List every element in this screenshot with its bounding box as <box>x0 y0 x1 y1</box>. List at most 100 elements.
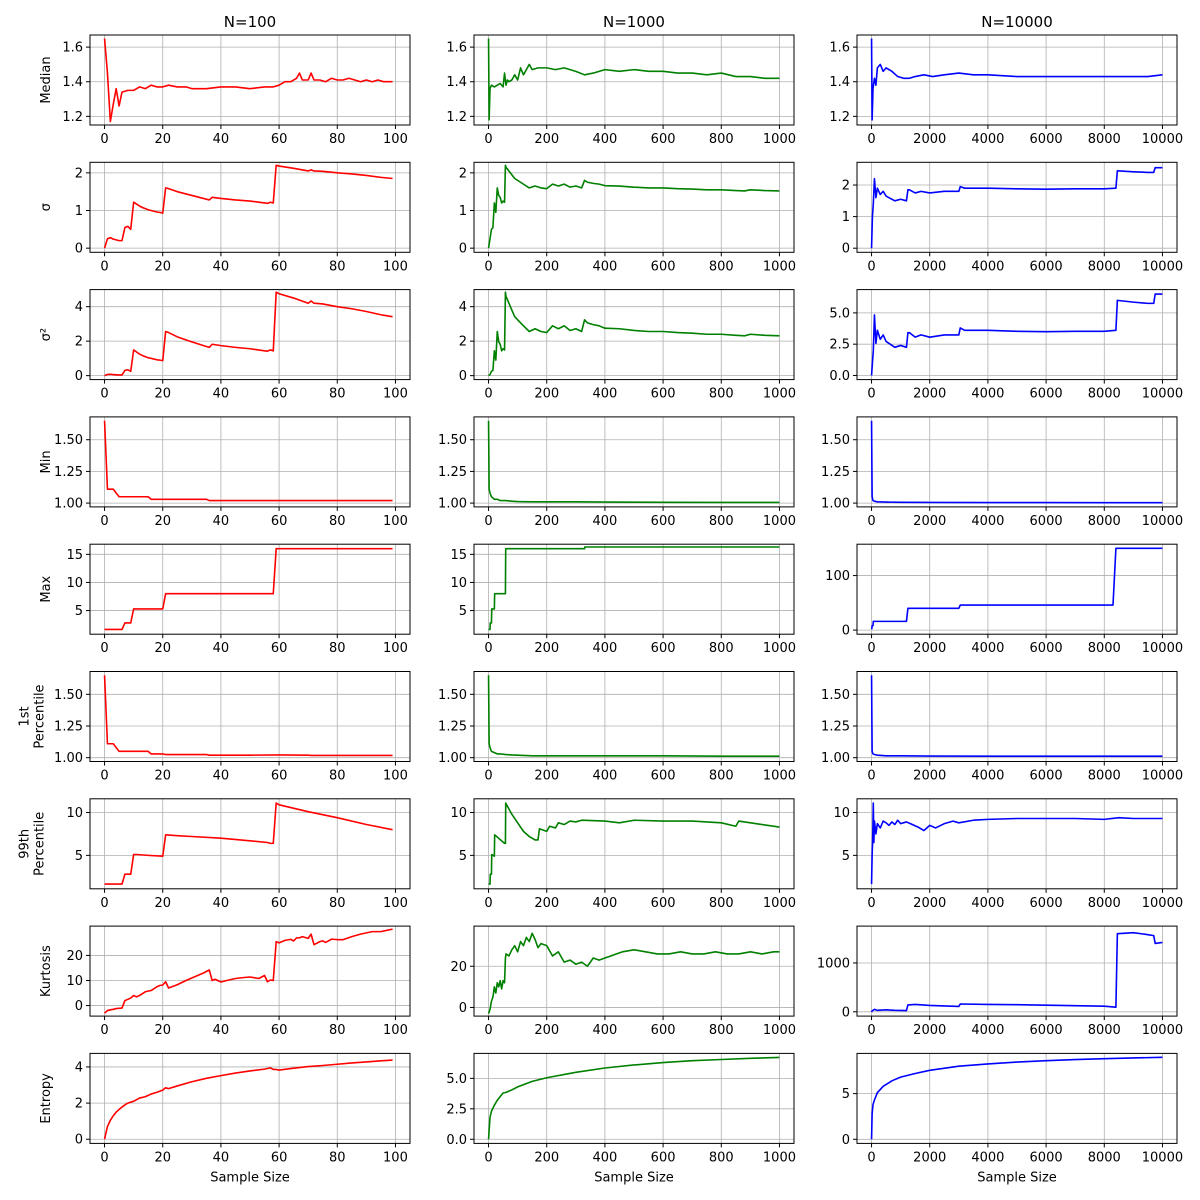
x-tick-label-variance-n10000-5: 10000 <box>1142 387 1183 402</box>
x-tick-label-median-n100-3: 60 <box>271 132 288 147</box>
y-axis-label-p99-0: 99th <box>18 829 33 859</box>
x-tick-label-p99-n100-5: 100 <box>383 896 408 911</box>
x-tick-label-variance-n100-0: 0 <box>100 387 108 402</box>
x-tick-label-median-n10000-3: 6000 <box>1030 132 1063 147</box>
x-tick-label-p1-n10000-3: 6000 <box>1030 769 1063 784</box>
y-tick-label-variance-n1000-0: 0 <box>459 369 467 384</box>
x-tick-label-p1-n100-2: 40 <box>213 769 230 784</box>
x-tick-label-kurtosis-n10000-4: 8000 <box>1088 1023 1121 1038</box>
panel-kurtosis-n10000: 0 2000 4000 6000 8000 10000 0 1000 <box>817 925 1183 1038</box>
panel-variance-n10000: 0 2000 4000 6000 8000 10000 0.0 2.5 5.0 <box>829 289 1183 402</box>
x-tick-label-variance-n1000-0: 0 <box>484 387 492 402</box>
y-axis-label-median: Median <box>39 56 54 103</box>
x-tick-label-median-n10000-5: 10000 <box>1142 132 1183 147</box>
axes-frame-sigma-n100 <box>89 161 411 253</box>
x-tick-label-entropy-n1000-1: 200 <box>534 1150 559 1165</box>
series-line-sigma-n10000 <box>870 166 1163 249</box>
y-tick-label-p99-n1000-1: 10 <box>450 806 467 821</box>
x-tick-label-median-n10000-0: 0 <box>867 132 875 147</box>
x-tick-label-max-n1000-1: 200 <box>534 641 559 656</box>
column-title-n1000: N=1000 <box>603 13 665 31</box>
x-tick-label-variance-n10000-1: 2000 <box>913 387 946 402</box>
series-line-entropy-n1000 <box>487 1056 780 1140</box>
x-tick-label-max-n100-3: 60 <box>271 641 288 656</box>
panel-max-n100: 0 20 40 60 80 100 5 10 15 Max <box>39 543 411 656</box>
x-tick-label-p1-n1000-1: 200 <box>534 769 559 784</box>
y-tick-label-median-n10000-0: 1.2 <box>829 110 850 125</box>
x-tick-label-p99-n1000-4: 800 <box>709 896 734 911</box>
x-tick-label-p1-n1000-5: 1000 <box>763 769 796 784</box>
y-tick-label-p1-n1000-2: 1.50 <box>438 688 467 703</box>
x-tick-label-p99-n1000-2: 400 <box>592 896 617 911</box>
column-title-n100: N=100 <box>224 13 276 31</box>
series-line-p1-n100 <box>103 675 393 757</box>
y-tick-label-sigma-n1000-0: 0 <box>459 242 467 257</box>
y-tick-label-min-n10000-0: 1.00 <box>821 497 850 512</box>
x-tick-label-p1-n10000-2: 4000 <box>971 769 1004 784</box>
y-axis-label-kurtosis: Kurtosis <box>39 945 54 997</box>
x-tick-label-entropy-n100-5: 100 <box>383 1150 408 1165</box>
y-tick-label-variance-n10000-0: 0.0 <box>829 369 850 384</box>
x-tick-label-kurtosis-n100-2: 40 <box>213 1023 230 1038</box>
y-tick-label-p99-n10000-0: 5 <box>842 849 850 864</box>
axes-frame-max-n10000 <box>856 543 1178 635</box>
x-tick-label-min-n100-3: 60 <box>271 514 288 529</box>
x-tick-label-median-n1000-5: 1000 <box>763 132 796 147</box>
x-tick-label-min-n100-2: 40 <box>213 514 230 529</box>
x-tick-label-min-n100-5: 100 <box>383 514 408 529</box>
y-tick-label-entropy-n100-1: 2 <box>75 1097 83 1112</box>
x-tick-label-variance-n1000-1: 200 <box>534 387 559 402</box>
x-tick-label-median-n10000-2: 4000 <box>971 132 1004 147</box>
x-tick-label-max-n1000-0: 0 <box>484 641 492 656</box>
y-tick-label-max-n10000-0: 0 <box>842 624 850 639</box>
x-tick-label-variance-n1000-3: 600 <box>651 387 676 402</box>
x-tick-label-entropy-n100-3: 60 <box>271 1150 288 1165</box>
x-tick-label-kurtosis-n10000-5: 10000 <box>1142 1023 1183 1038</box>
series-line-p1-n10000 <box>870 675 1163 757</box>
x-tick-label-variance-n1000-4: 800 <box>709 387 734 402</box>
panel-kurtosis-n1000: 0 200 400 600 800 1000 0 20 <box>450 925 796 1038</box>
x-tick-label-median-n1000-1: 200 <box>534 132 559 147</box>
y-axis-label-min: Min <box>39 450 54 473</box>
y-tick-label-median-n10000-1: 1.4 <box>829 75 850 90</box>
x-tick-label-kurtosis-n100-4: 80 <box>329 1023 346 1038</box>
series-line-entropy-n10000 <box>870 1056 1163 1140</box>
y-tick-label-entropy-n10000-0: 0 <box>842 1133 850 1148</box>
panel-sigma-n100: 0 20 40 60 80 100 0 1 2 σ <box>39 161 411 274</box>
axes-frame-max-n1000 <box>473 543 795 635</box>
x-tick-label-entropy-n1000-4: 800 <box>709 1150 734 1165</box>
x-tick-label-max-n1000-3: 600 <box>651 641 676 656</box>
series-line-sigma-n100 <box>103 164 393 249</box>
y-tick-label-kurtosis-n10000-0: 0 <box>842 1005 850 1020</box>
x-tick-label-p99-n10000-2: 4000 <box>971 896 1004 911</box>
x-tick-label-min-n1000-1: 200 <box>534 514 559 529</box>
y-tick-label-p1-n10000-2: 1.50 <box>821 688 850 703</box>
x-tick-label-p1-n1000-3: 600 <box>651 769 676 784</box>
y-tick-label-entropy-n1000-2: 5.0 <box>446 1072 467 1087</box>
x-tick-label-max-n100-2: 40 <box>213 641 230 656</box>
x-tick-label-sigma-n10000-3: 6000 <box>1030 259 1063 274</box>
axes-frame-p1-n10000 <box>856 671 1178 762</box>
x-tick-label-sigma-n100-1: 20 <box>154 259 171 274</box>
x-tick-label-sigma-n10000-4: 8000 <box>1088 259 1121 274</box>
x-tick-label-p1-n1000-2: 400 <box>592 769 617 784</box>
x-tick-label-variance-n100-1: 20 <box>154 387 171 402</box>
y-tick-label-max-n100-1: 10 <box>66 576 83 591</box>
y-tick-label-max-n1000-0: 5 <box>459 604 467 619</box>
panel-entropy-n1000: 0 200 400 600 800 1000 0.0 2.5 5.0 Sample Size <box>446 1052 796 1185</box>
y-tick-label-p1-n10000-0: 1.00 <box>821 751 850 766</box>
x-tick-label-p1-n100-3: 60 <box>271 769 288 784</box>
x-tick-label-kurtosis-n1000-2: 400 <box>592 1023 617 1038</box>
x-tick-label-min-n100-1: 20 <box>154 514 171 529</box>
y-tick-label-min-n1000-0: 1.00 <box>438 497 467 512</box>
axes-frame-sigma-n1000 <box>473 161 795 253</box>
y-tick-label-median-n1000-1: 1.4 <box>446 75 467 90</box>
x-tick-label-median-n10000-1: 2000 <box>913 132 946 147</box>
panel-kurtosis-n100: 0 20 40 60 80 100 0 10 20 Kurtosis <box>39 925 411 1038</box>
series-line-max-n10000 <box>870 547 1163 630</box>
y-tick-label-min-n100-0: 1.00 <box>54 497 83 512</box>
x-tick-label-kurtosis-n100-5: 100 <box>383 1023 408 1038</box>
x-tick-label-kurtosis-n10000-0: 0 <box>867 1023 875 1038</box>
